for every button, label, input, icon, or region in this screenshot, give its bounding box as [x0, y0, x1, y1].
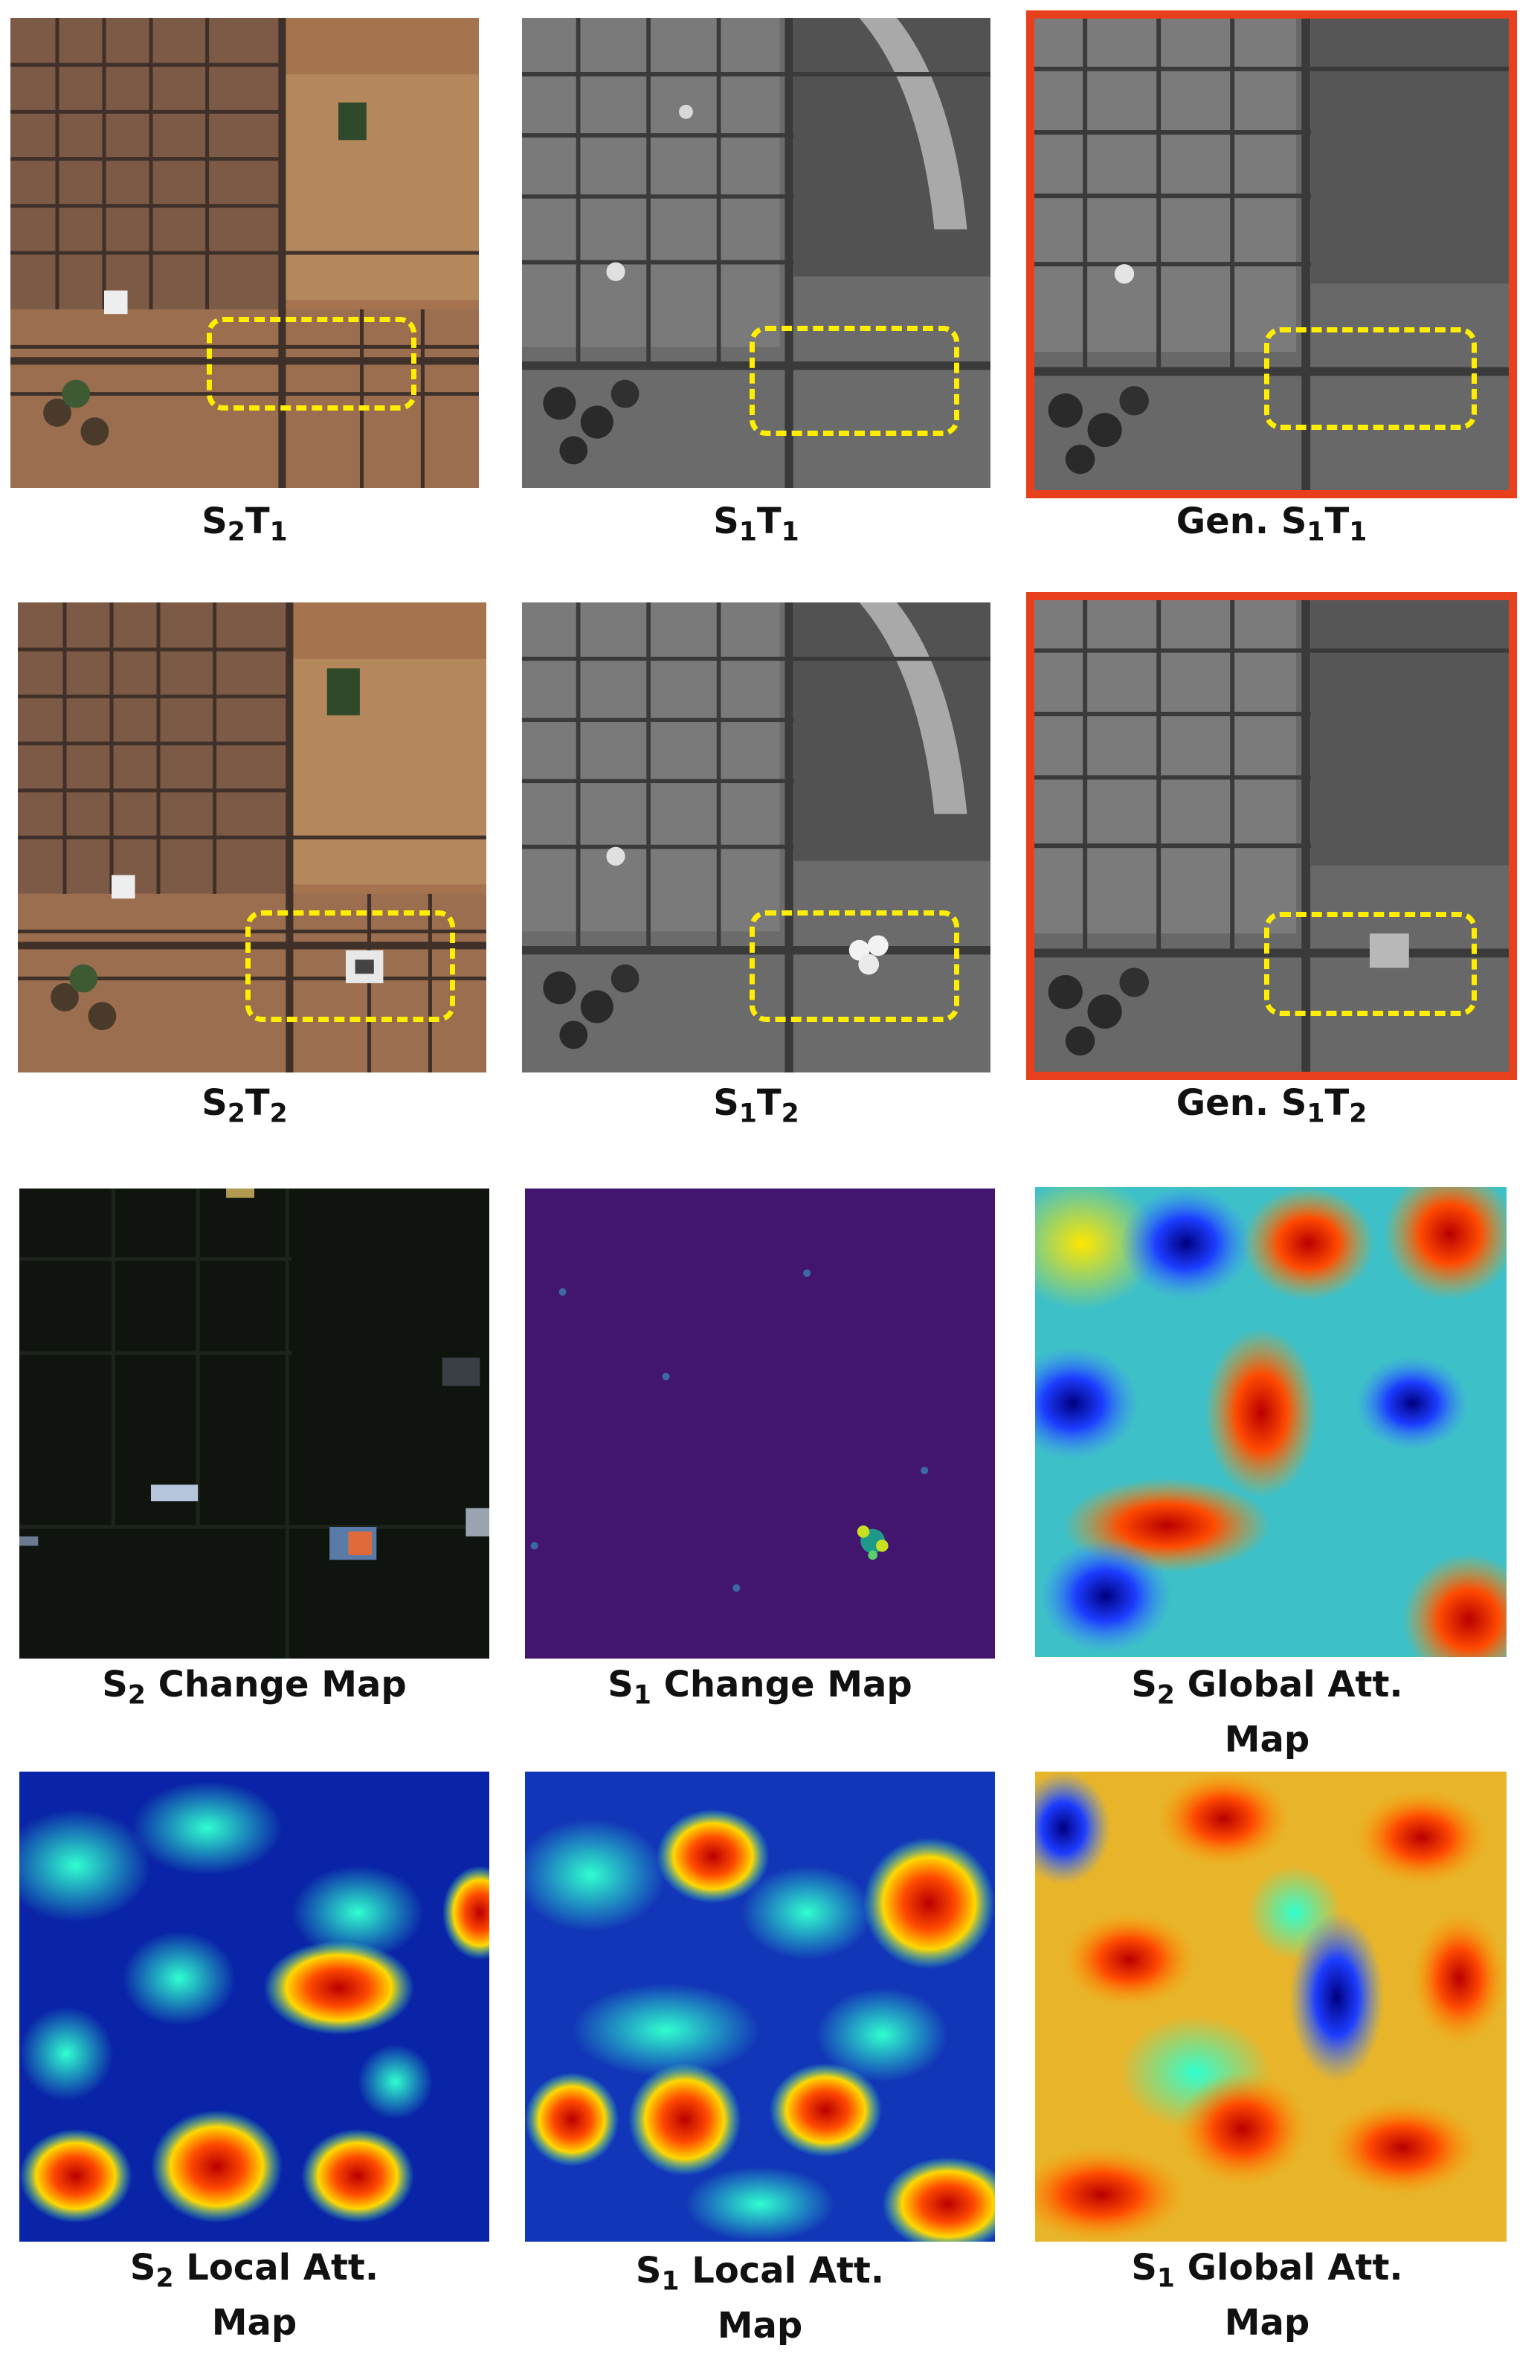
- highlight-frame: [1026, 592, 1517, 1080]
- caption-s1-local-att-map: S1 Local Att. Map: [635, 2250, 885, 2347]
- s1-local-att-map-image: [525, 1772, 995, 2242]
- s1t1-image: [522, 18, 990, 488]
- s1-global-att-map-image: [1035, 1772, 1507, 2242]
- caption-gen-s1t1: Gen. S1T1: [1176, 501, 1367, 547]
- gen-s1t1-image: [1026, 10, 1517, 498]
- s2-local-att-map-image: [19, 1772, 489, 2242]
- roi-box: [245, 910, 455, 1022]
- s2t2-image: [18, 602, 486, 1072]
- caption-s1t1: S1T1: [713, 501, 799, 547]
- caption-s2t1: S2T1: [202, 501, 288, 547]
- s1t2-image: [522, 602, 990, 1072]
- caption-gen-s1t2: Gen. S1T2: [1176, 1082, 1367, 1129]
- caption-s2t2: S2T2: [202, 1082, 288, 1129]
- s2t1-image: [10, 18, 479, 488]
- roi-box: [1264, 912, 1477, 1016]
- caption-s2-local-att-map: S2 Local Att. Map: [129, 2247, 379, 2344]
- roi-box: [750, 326, 959, 436]
- caption-s2-change-map: S2 Change Map: [102, 1664, 407, 1711]
- s1-change-map-image: [525, 1189, 995, 1659]
- gen-s1t2-image: [1026, 592, 1517, 1080]
- caption-s1t2: S1T2: [713, 1082, 799, 1129]
- roi-box: [750, 910, 959, 1022]
- caption-s2-global-att-map: S2 Global Att. Map: [1131, 1664, 1403, 1760]
- caption-s1-global-att-map: S1 Global Att. Map: [1131, 2247, 1403, 2344]
- s2-change-map-image: [19, 1189, 489, 1659]
- highlight-frame: [1026, 10, 1517, 498]
- roi-box: [1264, 327, 1477, 430]
- s2-global-att-map-image: [1035, 1187, 1507, 1657]
- roi-box: [207, 317, 416, 411]
- caption-s1-change-map: S1 Change Map: [608, 1664, 912, 1711]
